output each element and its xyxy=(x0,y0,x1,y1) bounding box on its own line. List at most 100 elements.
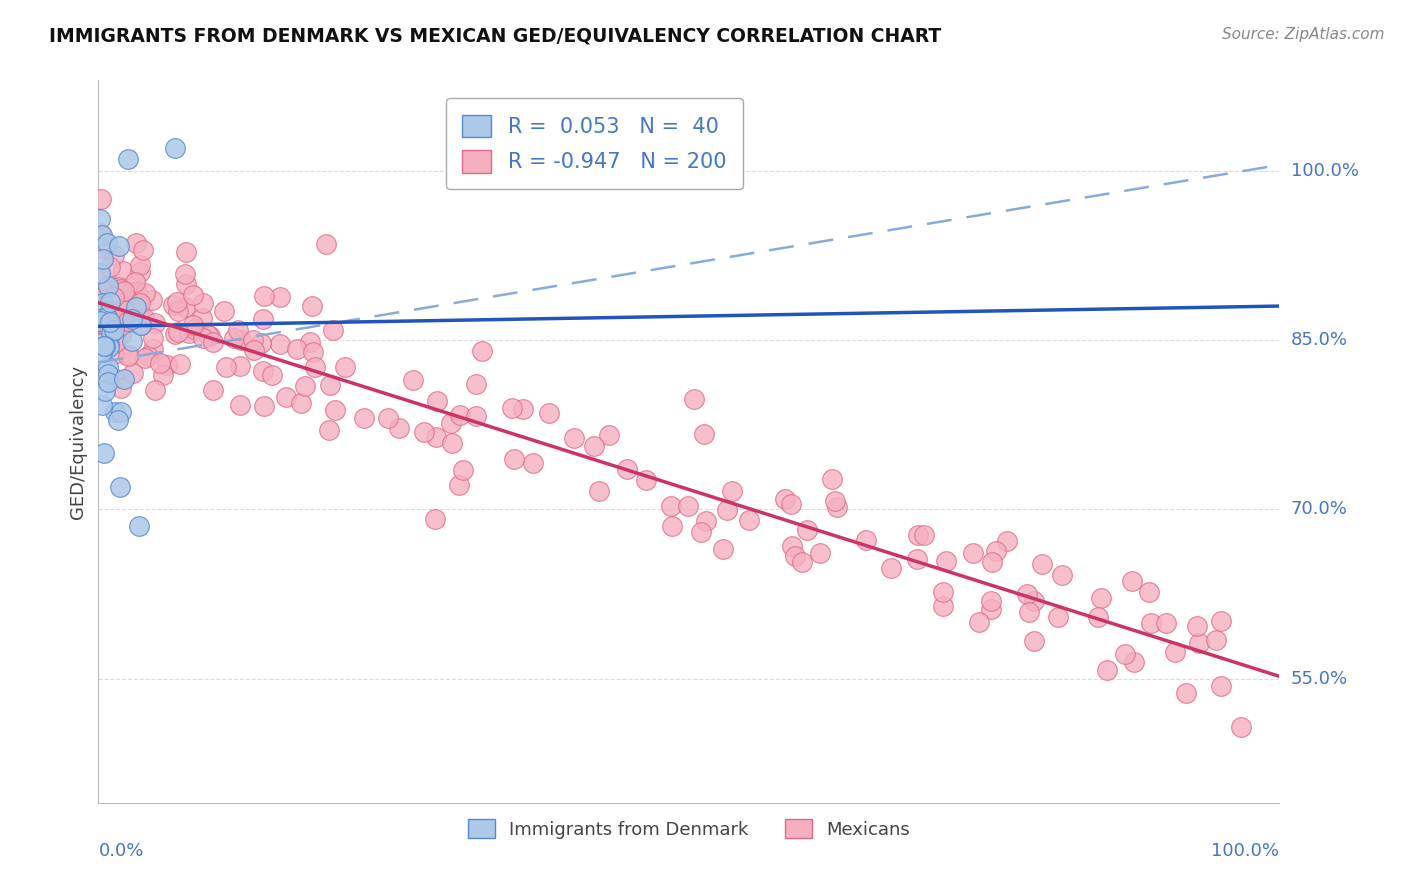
Point xyxy=(501,401,523,415)
Point xyxy=(97,301,120,316)
Point xyxy=(125,235,148,250)
Point xyxy=(112,284,135,298)
Point xyxy=(124,275,146,289)
Point xyxy=(136,350,159,364)
Point xyxy=(97,367,120,381)
Text: 0.0%: 0.0% xyxy=(98,842,143,860)
Point xyxy=(1114,648,1136,662)
Point xyxy=(89,335,111,350)
Point xyxy=(1154,615,1177,630)
Point xyxy=(423,512,446,526)
Point xyxy=(537,406,560,420)
Point xyxy=(229,359,252,373)
Point xyxy=(100,260,122,274)
Point xyxy=(121,312,143,326)
Point xyxy=(100,326,122,341)
Point xyxy=(103,323,125,337)
Point xyxy=(720,483,742,498)
Point xyxy=(440,416,463,430)
Point xyxy=(783,549,806,563)
Point xyxy=(91,252,114,266)
Point xyxy=(1046,610,1069,624)
Point xyxy=(322,323,344,337)
Point xyxy=(93,338,115,352)
Point xyxy=(103,248,125,262)
Point xyxy=(912,527,935,541)
Point xyxy=(107,412,129,426)
Point xyxy=(1090,591,1112,605)
Point xyxy=(91,296,114,310)
Point xyxy=(716,502,738,516)
Point xyxy=(120,285,142,299)
Point xyxy=(110,381,132,395)
Point xyxy=(1140,615,1163,630)
Point xyxy=(695,514,717,528)
Point xyxy=(134,311,156,326)
Point xyxy=(997,534,1019,549)
Point xyxy=(174,277,197,291)
Text: 100.0%: 100.0% xyxy=(1291,161,1358,179)
Point xyxy=(402,373,425,387)
Point xyxy=(333,359,356,374)
Point xyxy=(115,314,138,328)
Point xyxy=(90,345,112,359)
Point xyxy=(93,280,115,294)
Point xyxy=(117,349,139,363)
Point xyxy=(128,519,150,533)
Point xyxy=(103,347,125,361)
Point xyxy=(121,334,143,348)
Point xyxy=(1188,636,1211,650)
Point xyxy=(166,303,188,318)
Point xyxy=(252,312,274,326)
Point xyxy=(967,615,990,629)
Point xyxy=(1031,558,1053,572)
Point xyxy=(97,376,120,390)
Point xyxy=(191,310,214,325)
Point xyxy=(260,368,283,382)
Point xyxy=(821,473,844,487)
Point xyxy=(780,497,803,511)
Point xyxy=(89,305,111,319)
Point xyxy=(711,541,734,556)
Point xyxy=(128,258,150,272)
Text: 55.0%: 55.0% xyxy=(1291,670,1348,688)
Point xyxy=(215,359,238,374)
Point xyxy=(108,279,131,293)
Point xyxy=(100,315,122,329)
Point xyxy=(315,237,337,252)
Point xyxy=(298,334,321,349)
Point xyxy=(737,513,759,527)
Point xyxy=(96,235,118,250)
Point xyxy=(1137,585,1160,599)
Point xyxy=(94,318,117,332)
Point xyxy=(91,328,114,343)
Point xyxy=(94,384,117,398)
Text: 70.0%: 70.0% xyxy=(1291,500,1347,518)
Point xyxy=(90,293,112,307)
Point xyxy=(114,303,136,318)
Point xyxy=(243,343,266,357)
Point xyxy=(191,330,214,344)
Point xyxy=(91,310,114,325)
Point xyxy=(588,484,610,499)
Point xyxy=(104,334,127,349)
Point xyxy=(582,439,605,453)
Point xyxy=(201,383,224,397)
Point xyxy=(110,328,132,343)
Point xyxy=(1050,568,1073,582)
Point xyxy=(269,337,291,351)
Point xyxy=(142,331,165,345)
Point xyxy=(163,327,186,342)
Point xyxy=(1123,655,1146,669)
Point xyxy=(377,411,399,425)
Legend: Immigrants from Denmark, Mexicans: Immigrants from Denmark, Mexicans xyxy=(461,812,917,846)
Point xyxy=(117,313,139,327)
Point xyxy=(880,561,903,575)
Point xyxy=(962,546,984,560)
Point xyxy=(464,376,486,391)
Point xyxy=(108,239,131,253)
Point xyxy=(94,339,117,353)
Point xyxy=(112,302,135,317)
Point xyxy=(980,602,1002,616)
Point xyxy=(451,462,474,476)
